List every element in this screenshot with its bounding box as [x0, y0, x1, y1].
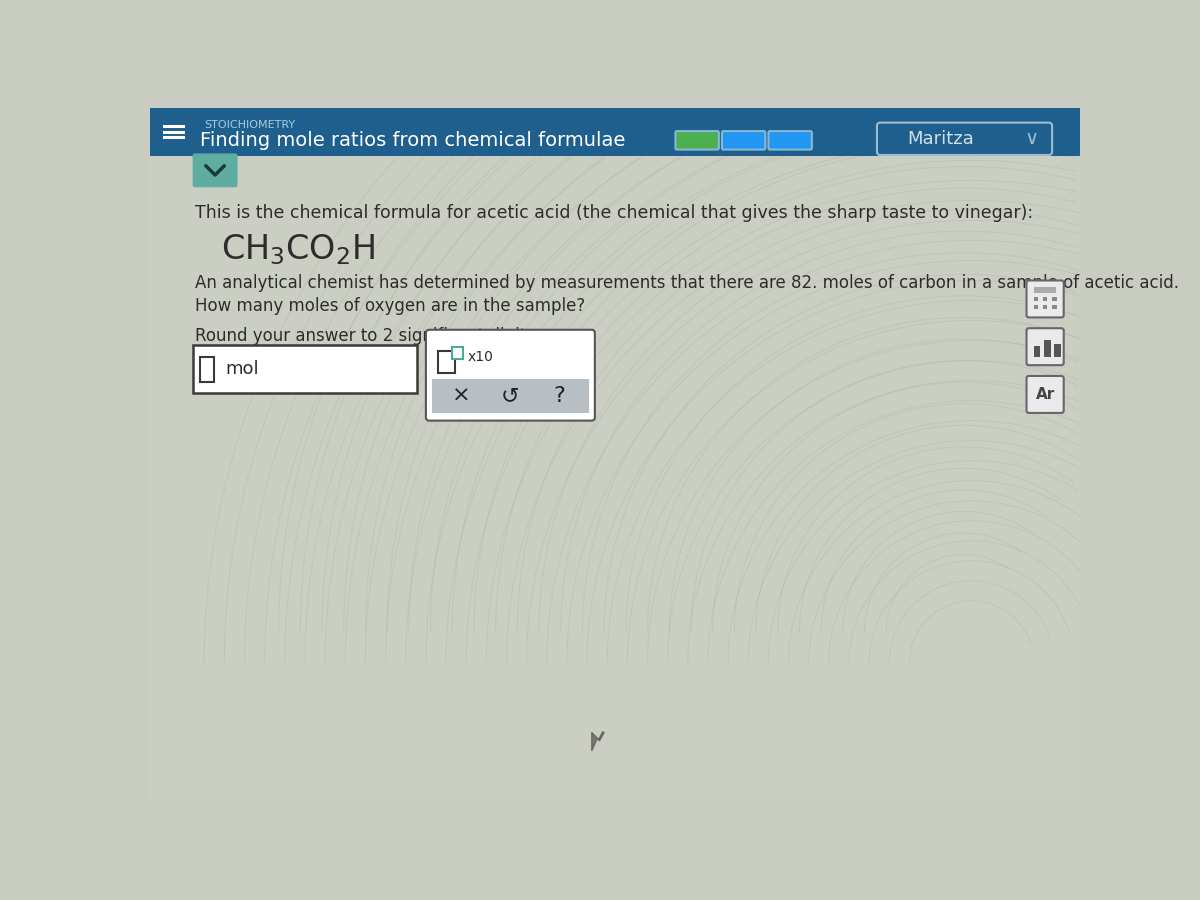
Bar [1043, 297, 1048, 302]
Text: Round your answer to 2 significant digits.: Round your answer to 2 significant digit… [194, 328, 540, 346]
Text: mol: mol [226, 360, 259, 378]
Bar [150, 108, 1080, 156]
Polygon shape [592, 732, 604, 751]
Text: This is the chemical formula for acetic acid (the chemical that gives the sharp : This is the chemical formula for acetic … [194, 204, 1033, 222]
Bar [200, 357, 215, 382]
Text: Finding mole ratios from chemical formulae: Finding mole ratios from chemical formul… [200, 130, 625, 149]
Text: ∨: ∨ [1025, 130, 1039, 148]
Text: How many moles of oxygen are in the sample?: How many moles of oxygen are in the samp… [194, 297, 586, 315]
Text: ?: ? [553, 386, 565, 406]
Bar [1034, 346, 1040, 356]
Bar [1033, 297, 1038, 302]
Bar [1034, 286, 1056, 292]
FancyBboxPatch shape [426, 329, 595, 420]
Bar [1052, 305, 1057, 309]
Bar [1055, 345, 1061, 356]
Text: Maritza: Maritza [907, 130, 974, 148]
Bar [432, 379, 589, 413]
Text: ↺: ↺ [502, 386, 520, 406]
Text: ×: × [452, 386, 470, 406]
Bar [452, 346, 463, 359]
Text: x10: x10 [468, 350, 493, 365]
Text: $\mathregular{CH_3CO_2H}$: $\mathregular{CH_3CO_2H}$ [221, 233, 376, 267]
FancyBboxPatch shape [1026, 376, 1063, 413]
FancyBboxPatch shape [722, 131, 766, 149]
FancyBboxPatch shape [1026, 281, 1063, 318]
FancyBboxPatch shape [193, 153, 238, 187]
FancyBboxPatch shape [768, 131, 812, 149]
Bar [193, 346, 418, 393]
Bar [438, 351, 455, 373]
Bar [1044, 340, 1050, 356]
FancyBboxPatch shape [1026, 328, 1063, 365]
Text: STOICHIOMETRY: STOICHIOMETRY [204, 120, 295, 130]
Bar [1043, 305, 1048, 309]
Text: An analytical chemist has determined by measurements that there are 82. moles of: An analytical chemist has determined by … [194, 274, 1178, 292]
Bar [1052, 297, 1057, 302]
Text: Ar: Ar [1036, 387, 1055, 402]
Bar [1033, 305, 1038, 309]
FancyBboxPatch shape [877, 122, 1052, 155]
FancyBboxPatch shape [676, 131, 719, 149]
